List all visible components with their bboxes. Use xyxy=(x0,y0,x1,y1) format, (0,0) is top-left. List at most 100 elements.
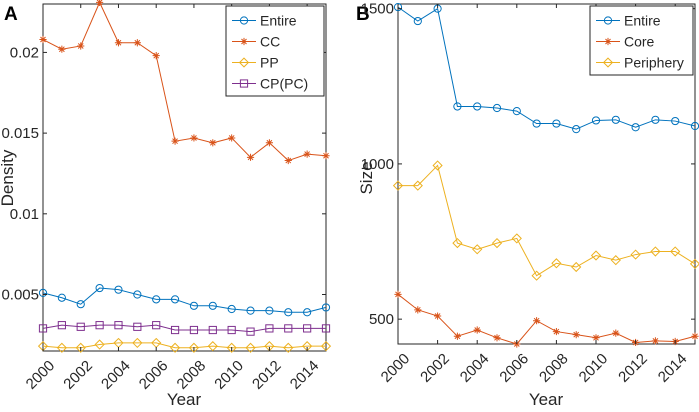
legend-marker xyxy=(238,57,250,68)
panel-a-ylabel: Density xyxy=(0,149,17,206)
data-point xyxy=(58,45,66,53)
data-point xyxy=(303,308,312,317)
data-point xyxy=(531,270,542,281)
data-point xyxy=(265,139,273,147)
data-point xyxy=(572,125,581,134)
data-point xyxy=(208,301,217,310)
data-point xyxy=(412,180,423,191)
data-point xyxy=(472,244,483,255)
legend-marker xyxy=(240,37,248,46)
legend-label: Core xyxy=(624,34,655,50)
series-line xyxy=(42,1,327,162)
data-point xyxy=(392,180,404,191)
x-tick-label: 2004 xyxy=(98,357,134,393)
data-point xyxy=(152,321,161,330)
y-tick-label: 1000 xyxy=(361,156,394,173)
data-point xyxy=(590,250,602,261)
data-point xyxy=(76,300,85,309)
series-line xyxy=(42,342,326,349)
y-tick-label: 500 xyxy=(369,311,394,328)
data-point xyxy=(414,306,422,314)
data-point xyxy=(265,306,274,315)
panel-a-legend: Entire CC PP CP(PC) xyxy=(225,5,325,97)
data-point xyxy=(57,321,66,330)
data-point xyxy=(551,258,562,269)
x-tick-label: 2008 xyxy=(536,350,572,386)
y-tick-label: 0.01 xyxy=(10,206,39,223)
data-point xyxy=(188,342,200,353)
x-tick-label: 2012 xyxy=(249,357,285,393)
data-point xyxy=(453,332,461,340)
legend-item: Entire xyxy=(232,13,297,29)
legend-label: Periphery xyxy=(624,55,684,71)
data-point xyxy=(171,137,179,145)
data-point xyxy=(511,233,522,244)
x-tick-label: 2006 xyxy=(496,350,532,386)
legend-item: Periphery xyxy=(596,55,684,71)
legend-marker xyxy=(239,79,249,88)
data-point xyxy=(321,303,331,312)
data-point xyxy=(434,312,442,320)
data-point xyxy=(533,317,541,325)
legend-marker xyxy=(239,16,249,25)
x-tick-label: 2002 xyxy=(417,350,453,386)
x-tick-label: 2002 xyxy=(60,357,96,393)
series-line xyxy=(397,6,696,130)
data-point xyxy=(432,160,443,171)
series-line xyxy=(397,293,696,345)
data-point xyxy=(473,326,481,334)
x-tick-label: 2000 xyxy=(23,357,59,393)
data-point xyxy=(114,39,123,47)
legend-label: Entire xyxy=(624,13,661,29)
data-point xyxy=(303,150,311,158)
data-point xyxy=(77,42,85,50)
data-point xyxy=(152,295,161,304)
data-point xyxy=(512,107,521,116)
data-point xyxy=(152,52,160,60)
data-point xyxy=(56,342,67,353)
y-tick-label: 1500 xyxy=(361,1,394,18)
legend-label: CP(PC) xyxy=(260,76,308,92)
data-point xyxy=(631,123,640,132)
data-point xyxy=(689,258,699,269)
data-point xyxy=(413,16,422,26)
data-point xyxy=(133,322,142,331)
data-point xyxy=(393,3,403,12)
panel-b-xlabel: Year xyxy=(529,390,564,409)
data-point xyxy=(473,102,482,111)
legend-item: Core xyxy=(596,34,655,50)
panel-b-legend: Entire Core Periphery xyxy=(589,5,694,76)
data-point xyxy=(189,325,199,335)
data-point xyxy=(394,290,402,298)
data-point xyxy=(209,139,217,147)
data-point xyxy=(133,290,142,299)
data-point xyxy=(612,329,620,337)
series-line xyxy=(398,164,696,277)
data-point xyxy=(284,156,292,165)
legend-marker xyxy=(602,57,614,68)
legend-label: Entire xyxy=(260,13,297,29)
data-point xyxy=(228,134,236,142)
data-point xyxy=(170,295,180,304)
series-line xyxy=(42,287,327,313)
series-entire xyxy=(393,3,699,134)
data-point xyxy=(572,331,580,339)
data-point xyxy=(208,325,217,335)
x-tick-label: 2014 xyxy=(655,350,691,386)
data-point xyxy=(94,339,105,350)
data-point xyxy=(207,341,218,352)
panel-a-letter: A xyxy=(4,4,18,25)
data-point xyxy=(552,119,561,128)
data-point xyxy=(532,119,541,128)
data-point xyxy=(39,35,47,44)
series-entire xyxy=(38,283,331,317)
data-point xyxy=(246,327,255,336)
data-point xyxy=(170,325,180,335)
data-point xyxy=(691,332,699,340)
x-tick-label: 2010 xyxy=(211,357,247,393)
series-cp-pc- xyxy=(38,321,331,336)
data-point xyxy=(95,321,104,330)
x-tick-label: 2006 xyxy=(136,357,172,393)
data-point xyxy=(227,325,236,335)
data-point xyxy=(671,116,680,126)
